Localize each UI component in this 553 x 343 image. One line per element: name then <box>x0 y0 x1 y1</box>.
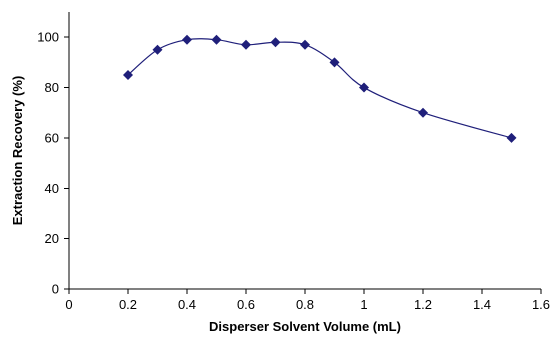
x-tick-label: 0.2 <box>119 297 137 312</box>
x-tick-label: 0 <box>65 297 72 312</box>
y-tick-label: 100 <box>37 30 59 45</box>
y-tick-label: 60 <box>45 130 59 145</box>
data-point-marker <box>300 39 310 50</box>
x-tick-label: 1.6 <box>532 297 550 312</box>
data-point-marker <box>123 69 133 80</box>
data-point-marker <box>506 132 517 143</box>
x-tick-label: 0.4 <box>178 297 196 312</box>
data-point-marker <box>211 34 222 45</box>
y-tick-label: 20 <box>45 231 59 246</box>
x-axis-title: Disperser Solvent Volume (mL) <box>209 319 401 334</box>
data-point-marker <box>241 39 251 50</box>
data-point-marker <box>329 57 340 68</box>
data-point-marker <box>152 44 163 55</box>
y-tick-label: 0 <box>52 282 59 297</box>
y-axis-title: Extraction Recovery (%) <box>10 76 25 226</box>
x-tick-label: 0.8 <box>296 297 314 312</box>
y-tick-label: 80 <box>45 80 59 95</box>
y-tick-label: 40 <box>45 181 59 196</box>
x-tick-label: 1.4 <box>473 297 491 312</box>
series-line <box>127 38 512 139</box>
series-layer <box>123 34 517 143</box>
data-point-marker <box>359 82 369 93</box>
x-tick-label: 1 <box>360 297 367 312</box>
data-point-marker <box>182 34 192 45</box>
data-point-marker <box>270 37 281 48</box>
x-tick-label: 0.6 <box>237 297 255 312</box>
x-tick-label: 1.2 <box>414 297 432 312</box>
axes <box>68 12 541 290</box>
x-ticks: 0 0.2 0.4 0.6 0.8 1 1.2 1.4 1.6 <box>65 289 550 312</box>
data-point-marker <box>418 107 428 118</box>
y-ticks: 0 20 40 60 80 100 <box>37 30 69 297</box>
